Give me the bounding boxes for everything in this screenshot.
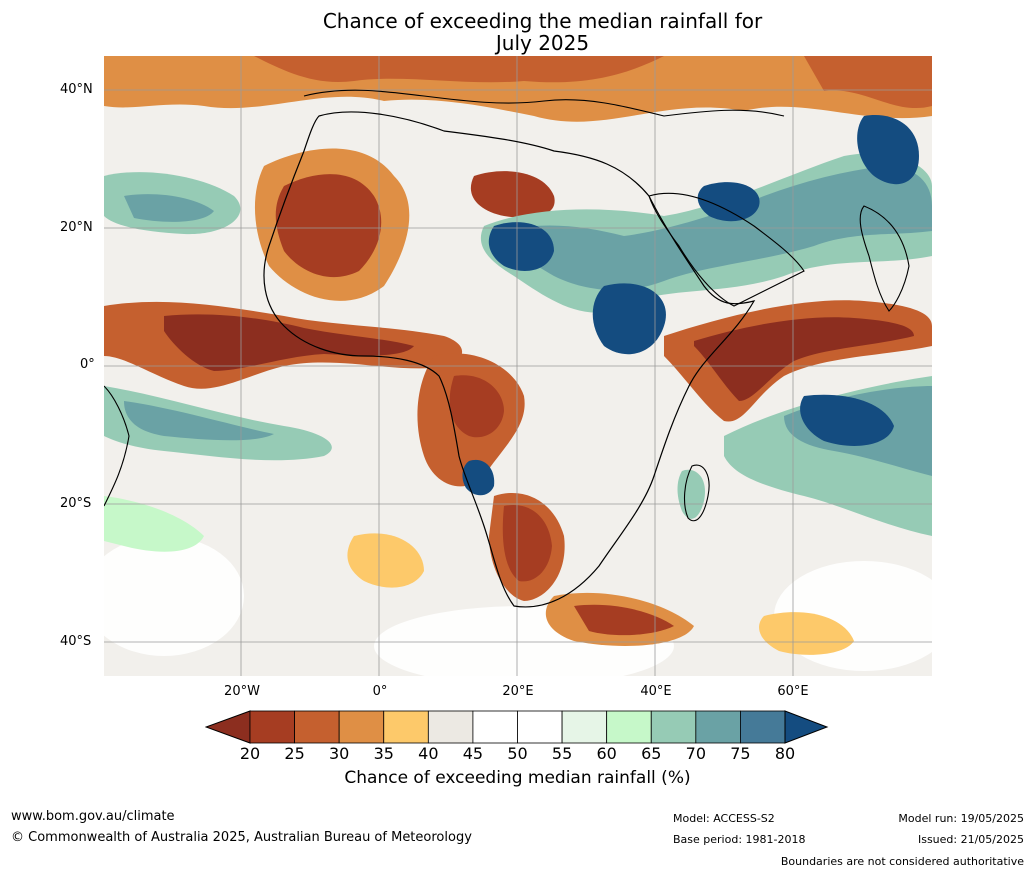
colorbar-tick-label: 70 [685,744,707,763]
copyright-text: © Commonwealth of Australia 2025, Austra… [11,830,472,845]
colorbar-tick-label: 20 [239,744,261,763]
boundaries-note: Boundaries are not considered authoritat… [780,855,1024,868]
model-run-text: Model run: 19/05/2025 [898,812,1024,825]
lat-label-40s: 40°S [60,634,92,649]
colorbar-tick-label: 25 [284,744,305,763]
colorbar-tick-label: 75 [730,744,751,763]
colorbar-tick-label: 55 [551,744,573,763]
lat-label-20s: 20°S [60,496,92,511]
colorbar-tick-label: 60 [596,744,617,763]
colorbar-title: Chance of exceeding median rainfall (%) [344,768,691,788]
lat-label-20n: 20°N [60,220,93,235]
colorbar [205,710,829,744]
colorbar-tick-label: 80 [774,744,796,763]
colorbar-cell [561,710,608,744]
colorbar-cell [338,710,385,744]
colorbar-cell [695,710,741,744]
lon-label-20e: 20°E [502,684,534,699]
colorbar-cell [472,710,518,744]
lat-label-0: 0° [80,357,95,372]
lon-label-20w: 20°W [224,684,260,699]
colorbar-tick-label: 65 [641,744,662,763]
colorbar-cell [517,710,563,744]
chart-title: Chance of exceeding the median rainfall … [0,10,1035,54]
lon-label-60e: 60°E [777,684,809,699]
colorbar-cell [606,710,652,744]
colorbar-tick-label: 50 [507,744,528,763]
lon-label-40e: 40°E [640,684,672,699]
model-text: Model: ACCESS-S2 [673,812,775,825]
colorbar-cell [383,710,429,744]
colorbar-cell [249,710,295,744]
colorbar-tick-label: 30 [328,744,350,763]
colorbar-cell [427,710,474,744]
colorbar-tick-label: 35 [373,744,394,763]
title-line-1: Chance of exceeding the median rainfall … [322,9,763,33]
website-link[interactable]: www.bom.gov.au/climate [11,809,175,824]
colorbar-cell [650,710,697,744]
colorbar-tick-label: 45 [462,744,484,763]
issued-text: Issued: 21/05/2025 [917,833,1024,846]
lon-label-0: 0° [372,684,388,699]
colorbar-tick-label: 40 [418,744,439,763]
title-line-2: July 2025 [495,31,590,55]
colorbar-cell [294,710,340,744]
colorbar-over-arrow [784,710,829,744]
colorbar-under-arrow [205,710,251,744]
base-period-text: Base period: 1981-2018 [673,833,806,846]
colorbar-cell [740,710,786,744]
lat-label-40n: 40°N [60,82,93,97]
rainfall-probability-map [104,56,932,676]
